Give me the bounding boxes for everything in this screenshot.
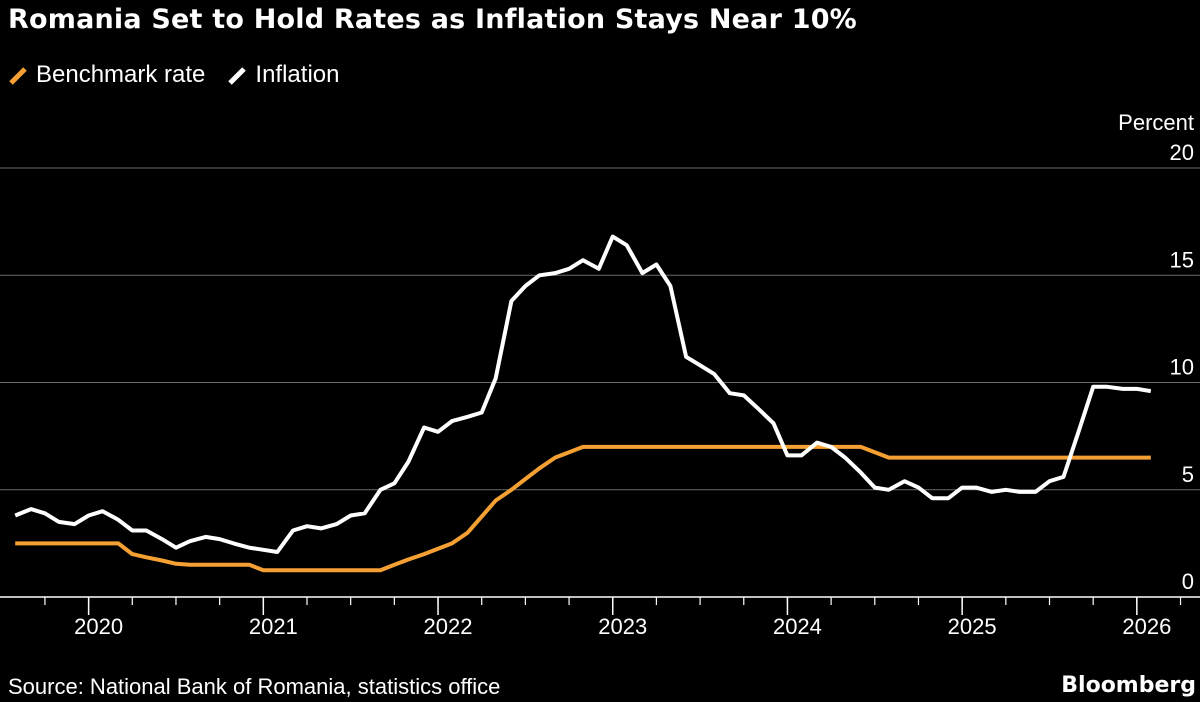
y-axis: 0 5 10 15 20 Percent xyxy=(1118,110,1194,594)
x-tick-label: 2025 xyxy=(948,614,997,639)
y-tick-label: 0 xyxy=(1182,569,1194,594)
legend-swatch-benchmark-rate xyxy=(8,64,30,86)
series-lines xyxy=(14,234,1152,573)
series-line-benchmark-rate xyxy=(15,444,1151,573)
y-tick-label: 15 xyxy=(1170,247,1194,272)
legend-item-inflation: Inflation xyxy=(227,61,339,89)
grid-lines xyxy=(0,167,1200,491)
y-tick-label: 20 xyxy=(1170,140,1194,165)
x-tick-label: 2024 xyxy=(773,614,822,639)
y-axis-label: Percent xyxy=(1118,110,1194,135)
x-tick-label: 2022 xyxy=(424,614,473,639)
x-tick-label: 2021 xyxy=(249,614,298,639)
y-tick-label: 5 xyxy=(1182,462,1194,487)
chart-legend: Benchmark rate Inflation xyxy=(8,60,361,90)
x-tick-label: 2026 xyxy=(1122,614,1171,639)
series-line-inflation xyxy=(14,234,1152,554)
legend-label-benchmark-rate: Benchmark rate xyxy=(36,61,206,88)
source-note: Source: National Bank of Romania, statis… xyxy=(8,674,501,699)
chart-title: Romania Set to Hold Rates as Inflation S… xyxy=(8,4,857,35)
legend-swatch-inflation xyxy=(227,64,249,86)
x-axis: 2020 2021 2022 2023 2024 2025 2026 xyxy=(0,596,1200,639)
legend-label-inflation: Inflation xyxy=(255,61,340,88)
brand-logo: Bloomberg xyxy=(1061,673,1196,698)
legend-item-benchmark-rate: Benchmark rate xyxy=(8,61,205,89)
x-tick-label: 2020 xyxy=(74,614,123,639)
x-tick-label: 2023 xyxy=(598,614,647,639)
y-tick-label: 10 xyxy=(1170,355,1194,380)
